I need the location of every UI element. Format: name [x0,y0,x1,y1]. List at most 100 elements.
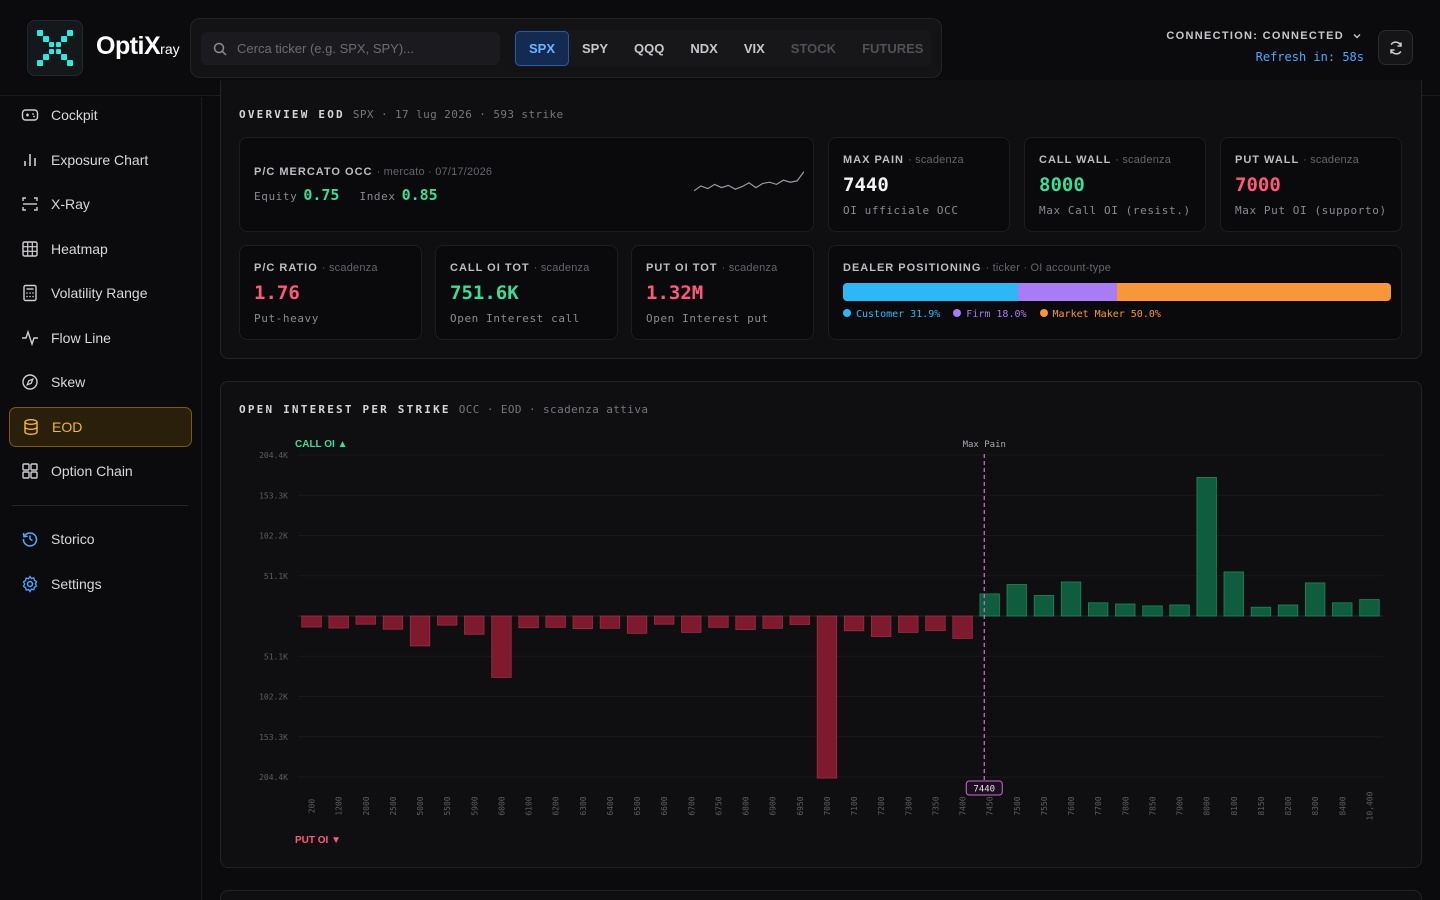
pc-market-label: P/C MERCATO OCC · mercato · 07/17/2026 [254,166,493,178]
y-tick-label: 153.3K [259,491,288,500]
call-oi-bar[interactable] [1142,605,1163,617]
put-oi-bar[interactable] [409,615,431,647]
search-input[interactable] [237,41,487,56]
dealer-segment-market-maker [1116,283,1391,301]
call-oi-bar[interactable] [1250,606,1272,617]
call-oi-bar[interactable] [1305,582,1326,617]
sidebar-item-option-chain[interactable]: Option Chain [9,451,192,491]
call-oi-caption: Open Interest call [450,312,581,325]
put-oi-bar[interactable] [735,615,756,630]
call-oi-bar[interactable] [1115,603,1136,617]
sidebar-item-storico[interactable]: Storico [9,519,192,559]
ticker-selector: SPX SPY QQQ NDX VIX STOCK FUTURES [514,30,931,67]
pc-ratio-label: P/C RATIO · scadenza [254,262,378,274]
history-icon [22,532,38,547]
x-tick-label: 7700 [1094,796,1103,815]
ticker-spy[interactable]: SPY [582,41,609,56]
sidebar-item-eod[interactable]: EOD [9,407,192,447]
max-pain-label: MAX PAIN · scadenza [843,154,964,166]
dealer-positioning-card: DEALER POSITIONING · ticker · OI account… [828,245,1402,340]
ticker-futures[interactable]: FUTURES [862,41,924,56]
put-oi-bar[interactable] [436,615,458,626]
x-tick-label: 6600 [660,796,669,815]
app-logo[interactable] [27,20,83,76]
sidebar-item-exposure-chart[interactable]: Exposure Chart [9,140,192,180]
put-wall-caption: Max Put OI (supporto) [1235,204,1387,217]
next-panel [220,890,1422,900]
put-oi-bar[interactable] [626,615,648,634]
call-oi-bar[interactable] [1196,477,1217,617]
put-oi-bar[interactable] [952,615,973,639]
put-oi-bar[interactable] [491,615,512,678]
sidebar-item-x-ray[interactable]: X-Ray [9,184,192,224]
sidebar-divider [12,505,188,506]
put-oi-bar[interactable] [871,615,892,637]
sidebar-item-label: Cockpit [51,107,98,123]
equity-label: Equity [254,190,298,203]
put-oi-caption: Open Interest put [646,312,769,325]
call-oi-bar[interactable] [1277,604,1299,617]
pc-market-card: P/C MERCATO OCC · mercato · 07/17/2026 E… [239,137,814,232]
ticker-qqq[interactable]: QQQ [634,41,665,56]
put-oi-bar[interactable] [355,615,376,625]
call-oi-legend: CALL OI ▲ [295,439,348,450]
sidebar-item-settings[interactable]: Settings [9,564,192,604]
put-oi-bar[interactable] [382,615,404,630]
refresh-button[interactable] [1378,30,1413,65]
put-oi-bar[interactable] [572,615,593,630]
call-oi-bar[interactable] [1033,595,1055,617]
sidebar-item-heatmap[interactable]: Heatmap [9,229,192,269]
put-oi-bar[interactable] [545,615,566,628]
x-tick-label: 10,400 [1365,791,1374,820]
call-oi-bar[interactable] [1060,581,1082,617]
put-oi-bar[interactable] [464,615,485,635]
put-oi-bar[interactable] [599,615,621,629]
ticker-ndx[interactable]: NDX [690,41,718,56]
call-oi-bar[interactable] [979,593,1000,617]
call-wall-value: 8000 [1039,174,1085,196]
oi-chart[interactable]: 204.4K 153.3K 102.2K 51.1K 51.1K 102.2K 153.3K… [221,382,1421,852]
equity-value: 0.75 [303,186,340,204]
call-oi-bar[interactable] [1359,599,1380,617]
put-oi-bar[interactable] [762,615,783,629]
index-value: 0.85 [401,186,438,204]
put-oi-bar[interactable] [681,615,702,633]
put-oi-legend: PUT OI ▼ [295,835,341,846]
sidebar-item-skew[interactable]: Skew [9,362,192,402]
max-pain-badge [965,780,1003,796]
put-oi-bar[interactable] [925,615,946,631]
x-tick-label: 1200 [335,796,344,815]
max-pain-badge-value: 7440 [973,785,995,795]
chevron-down-icon [1353,34,1361,39]
ticker-vix[interactable]: VIX [743,41,765,56]
put-oi-bar[interactable] [653,615,675,625]
put-oi-bar[interactable] [301,615,322,628]
x-tick-label: 5900 [470,796,479,815]
ticker-stock[interactable]: STOCK [790,41,837,56]
put-oi-bar[interactable] [898,615,919,633]
calculator-icon [23,284,37,302]
put-oi-bar[interactable] [789,615,810,625]
gear-icon [22,575,38,593]
x-tick-label: 7600 [1067,796,1076,815]
ticker-spx[interactable]: SPX [515,31,570,66]
put-oi-bar[interactable] [328,615,349,629]
call-oi-bar[interactable] [1223,571,1244,617]
sidebar-item-volatility-range[interactable]: Volatility Range [9,273,192,313]
put-oi-bar[interactable] [518,615,539,629]
put-oi-bar[interactable] [708,615,729,628]
connection-status[interactable]: CONNECTION: CONNECTED [1166,30,1362,42]
put-oi-bar[interactable] [816,615,838,779]
call-oi-bar[interactable] [1169,604,1190,617]
search-field[interactable] [201,32,500,65]
sidebar-item-flow-line[interactable]: Flow Line [9,318,192,358]
sidebar-item-cockpit[interactable]: Cockpit [9,95,192,135]
call-oi-card: CALL OI TOT · scadenza 751.6K Open Inter… [435,245,618,340]
call-oi-bar[interactable] [1332,602,1353,617]
oi-chart-header: OPEN INTEREST PER STRIKE OCC · EOD · sca… [239,403,648,416]
put-oi-bar[interactable] [843,615,865,632]
call-oi-bar[interactable] [1088,602,1109,617]
sidebar-item-label: Exposure Chart [51,152,149,168]
oi-chart-subtitle: OCC · EOD · scadenza attiva [458,403,649,416]
call-oi-bar[interactable] [1006,584,1027,617]
